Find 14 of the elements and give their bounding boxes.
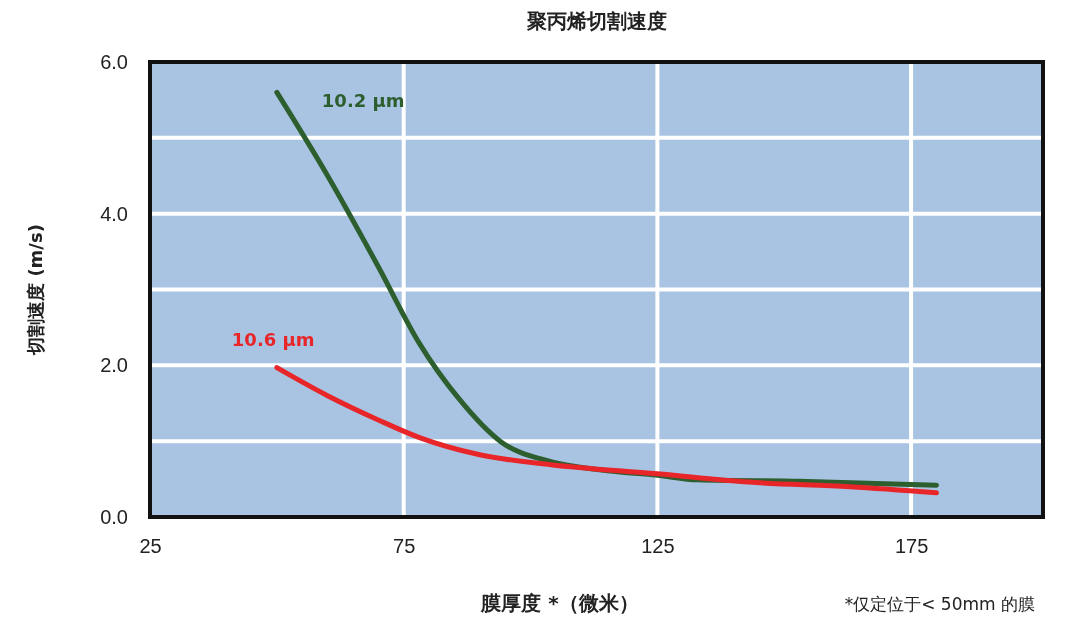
y-tick-label: 2.0 bbox=[100, 354, 128, 377]
y-axis-title: 切割速度 (m/s) bbox=[25, 224, 46, 356]
y-tick-label: 6.0 bbox=[100, 50, 128, 73]
x-tick-label: 125 bbox=[641, 535, 675, 558]
text: *仅定位于< 50mm 的膜 bbox=[844, 594, 1035, 614]
series-label: 10.6 µm bbox=[231, 328, 315, 350]
x-tick-label: 25 bbox=[139, 535, 162, 558]
series-label: 10.2 µm bbox=[321, 90, 405, 112]
y-tick-label: 0.0 bbox=[100, 505, 128, 528]
x-tick-label: 75 bbox=[393, 535, 416, 558]
chart-title: 聚丙烯切割速度 bbox=[525, 9, 667, 33]
x-axis-title: 膜厚度 *（微米） bbox=[480, 591, 639, 615]
y-tick-label: 4.0 bbox=[100, 202, 128, 225]
x-tick-label: 175 bbox=[894, 535, 929, 558]
